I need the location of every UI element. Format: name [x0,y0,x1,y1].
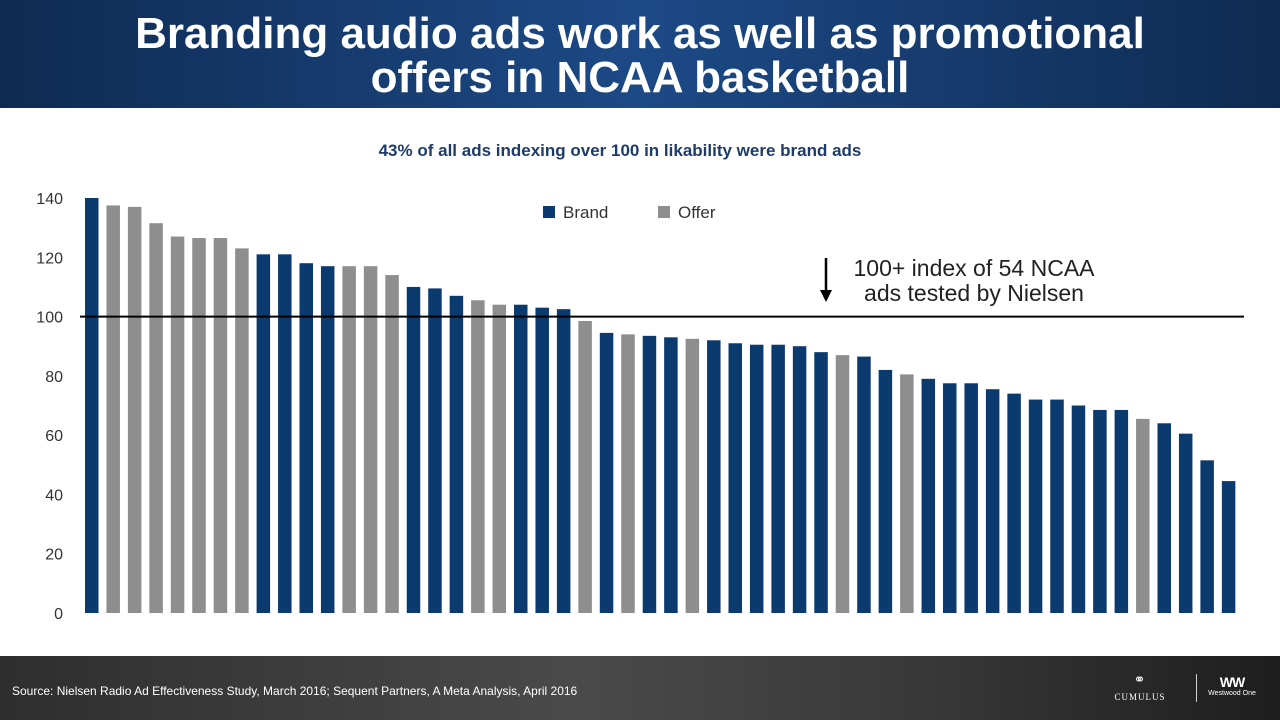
cumulus-logo-icon: ⚭ [1133,673,1147,688]
bar-offer [578,321,592,613]
bar-brand [728,343,742,613]
bar-brand [535,307,549,613]
bar-brand [921,378,936,613]
y-tick-label: 40 [45,487,63,504]
chart-subtitle: 43% of all ads indexing over 100 in lika… [378,141,862,160]
title-banner: Branding audio ads work as well as promo… [0,0,1280,108]
bar-brand [299,263,313,613]
bar-brand [256,254,271,613]
bar-chart: 0 20 40 60 80 100 120 140 Brand Offer 100+ index o… [36,191,1244,623]
bar-brand [664,337,678,613]
legend-label-offer: Offer [678,203,716,222]
bar-brand [964,383,978,613]
cumulus-logo: ⚭ CUMULUS [1110,673,1170,703]
title-line-1: Branding audio ads work as well as promo… [135,9,1145,58]
cumulus-logo-text: CUMULUS [1114,692,1166,702]
bar-brand [1200,460,1214,613]
bar-brand [1007,393,1021,613]
bar-brand [749,344,764,613]
y-tick-label: 0 [54,606,63,623]
bar-offer [342,266,356,613]
bar-brand [792,346,807,613]
y-tick-label: 120 [36,250,63,267]
bar-brand [985,389,1000,613]
westwood-one-logo-text: Westwood One [1208,690,1256,697]
footer: Source: Nielsen Radio Ad Effectiveness S… [0,656,1280,720]
bar-offer [471,300,485,613]
y-tick-label: 20 [45,547,63,564]
bar-brand [771,344,785,613]
bar-brand [707,340,721,613]
bar-brand [514,304,528,613]
title-line-2: offers in NCAA basketball [370,53,910,102]
bar-brand [599,332,614,614]
y-tick-label: 100 [36,310,63,327]
bar-brand [1178,433,1193,613]
bar-brand [878,369,893,613]
bar-brand [85,198,99,613]
westwood-one-logo-icon: WW [1219,674,1245,690]
logo-divider [1196,674,1197,702]
annotation-text-line-1: 100+ index of 54 NCAA [853,255,1095,281]
legend-swatch-brand [543,206,555,218]
annotation-text-line-2: ads tested by Nielsen [864,280,1084,306]
bar-offer [900,374,914,614]
bar-brand [1093,409,1107,613]
bar-offer [213,238,228,613]
westwood-one-logo: WW Westwood One [1200,674,1264,697]
bar-brand [428,288,442,613]
bar-brand [1157,423,1171,613]
bar-brand [943,383,957,613]
bar-offer [385,275,399,613]
y-tick-label: 60 [45,428,63,445]
bar-offer [363,266,378,613]
bar-brand [556,309,571,613]
bar-offer [149,223,163,613]
legend-label-brand: Brand [563,203,608,222]
bar-brand [814,352,828,613]
bar-brand [278,254,292,613]
y-tick-label: 140 [36,191,63,208]
bar-brand [1221,481,1236,613]
bar-offer [235,248,249,613]
bar-offer [685,338,700,613]
bar-brand [642,335,657,613]
annotation-arrow-head [820,290,832,302]
bar-brand [406,286,421,613]
y-tick-label: 80 [45,369,63,386]
bar-brand [1114,409,1129,613]
bar-brand [320,266,335,613]
bar-brand [449,295,464,613]
bar-offer [127,206,142,613]
source-note: Source: Nielsen Radio Ad Effectiveness S… [12,684,578,698]
bar-brand [1050,399,1064,613]
bar-offer [106,205,120,613]
page-title: Branding audio ads work as well as promo… [40,12,1240,100]
bar-brand [857,356,871,613]
bar-offer [1136,418,1150,613]
bar-offer [492,304,507,613]
bar-offer [192,238,206,613]
legend-swatch-offer [658,206,670,218]
bar-brand [1071,405,1086,613]
bar-offer [621,334,635,613]
bar-offer [170,236,185,613]
bar-brand [1028,399,1043,613]
bar-offer [835,355,850,613]
